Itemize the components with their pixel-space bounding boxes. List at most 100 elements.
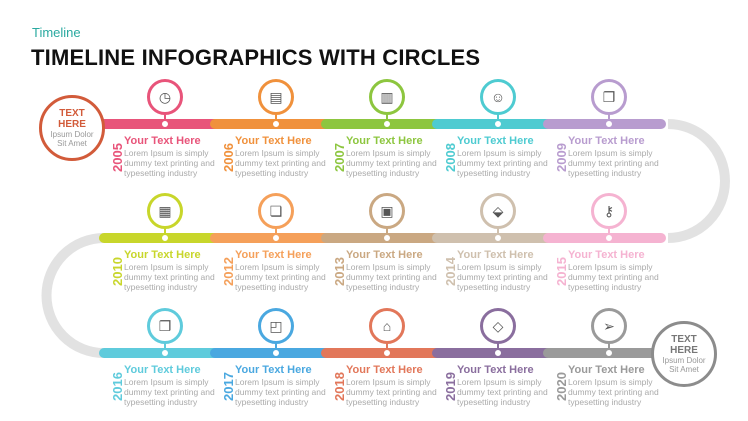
icon-glyph: ⌂ (382, 318, 392, 334)
milestone-description: Lorem Ipsum is simply dummy text printin… (457, 262, 548, 292)
paper-plane-icon: ➢ (591, 308, 627, 344)
start-title-2: HERE (58, 119, 86, 130)
milestone-year: 2017 (221, 372, 236, 401)
start-title-1: TEXT (59, 108, 85, 119)
milestone-year: 2015 (554, 257, 569, 286)
milestone-description: Lorem Ipsum is simply dummy text printin… (457, 377, 548, 407)
end-title-2: HERE (670, 345, 698, 356)
milestone-description: Lorem Ipsum is simply dummy text printin… (346, 148, 437, 178)
milestone-dot (271, 233, 281, 243)
icon-glyph: ❐ (602, 88, 616, 105)
milestone-description: Lorem Ipsum is simply dummy text printin… (457, 148, 548, 178)
bar-chart-icon: ▥ (369, 79, 405, 115)
end-title-1: TEXT (671, 334, 697, 345)
milestone-description: Lorem Ipsum is simply dummy text printin… (124, 148, 215, 178)
milestone-dot (271, 348, 281, 358)
milestone-heading: Your Text Here (346, 364, 423, 376)
start-sub-1: Ipsum Dolor (50, 130, 94, 139)
icon-glyph: ▤ (269, 88, 283, 105)
milestone-heading: Your Text Here (235, 249, 312, 261)
map-icon: ▦ (147, 193, 183, 229)
milestone-year: 2007 (332, 143, 347, 172)
milestone-year: 2013 (332, 257, 347, 286)
slide-title: TIMELINE INFOGRAPHICS WITH CIRCLES (31, 45, 481, 70)
milestone-dot (493, 233, 503, 243)
icon-glyph: ⚷ (603, 202, 615, 219)
milestone-dot (493, 119, 503, 129)
milestone-description: Lorem Ipsum is simply dummy text printin… (235, 262, 326, 292)
milestone-dot (160, 119, 170, 129)
icon-glyph: ❏ (269, 202, 283, 219)
gallery-icon: ▣ (369, 193, 405, 229)
icon-glyph: ☺ (490, 89, 506, 105)
milestone-dot (604, 233, 614, 243)
tags-icon: ⬙ (480, 193, 516, 229)
milestone-description: Lorem Ipsum is simply dummy text printin… (346, 262, 437, 292)
milestone-year: 2005 (110, 143, 125, 172)
milestone-dot (382, 233, 392, 243)
milestone-heading: Your Text Here (457, 135, 534, 147)
key-icon: ⚷ (591, 193, 627, 229)
end-sub-2: Sit Amet (669, 365, 699, 374)
milestone-description: Lorem Ipsum is simply dummy text printin… (124, 262, 215, 292)
icon-glyph: ◰ (269, 317, 283, 334)
milestone-dot (604, 119, 614, 129)
bank-icon: ⌂ (369, 308, 405, 344)
milestone-heading: Your Text Here (235, 135, 312, 147)
milestone-year: 2012 (221, 257, 236, 286)
milestone-heading: Your Text Here (346, 135, 423, 147)
milestone-heading: Your Text Here (346, 249, 423, 261)
milestone-dot (493, 348, 503, 358)
milestone-year: 2019 (443, 372, 458, 401)
diamond-icon: ◇ (480, 308, 516, 344)
milestone-heading: Your Text Here (235, 364, 312, 376)
track-curve-left (41, 233, 105, 358)
milestone-description: Lorem Ipsum is simply dummy text printin… (568, 148, 659, 178)
milestone-heading: Your Text Here (124, 135, 201, 147)
milestone-year: 2014 (443, 257, 458, 286)
start-sub-2: Sit Amet (57, 139, 87, 148)
icon-glyph: ▥ (380, 88, 394, 105)
milestone-year: 2006 (221, 143, 236, 172)
icon-glyph: ⬙ (492, 202, 504, 219)
copy-icon: ❐ (147, 308, 183, 344)
briefcase-icon: ◰ (258, 308, 294, 344)
icon-glyph: ▦ (158, 202, 172, 219)
milestone-year: 2018 (332, 372, 347, 401)
milestone-year: 2016 (110, 372, 125, 401)
end-circle: TEXT HERE Ipsum Dolor Sit Amet (651, 321, 717, 387)
icon-glyph: ❐ (158, 317, 172, 334)
milestone-heading: Your Text Here (124, 364, 201, 376)
document-icon: ▤ (258, 79, 294, 115)
end-sub-1: Ipsum Dolor (662, 356, 706, 365)
icon-glyph: ➢ (603, 317, 615, 334)
milestone-year: 2008 (443, 143, 458, 172)
icon-glyph: ▣ (380, 202, 394, 219)
icon-glyph: ◇ (492, 317, 504, 334)
milestone-description: Lorem Ipsum is simply dummy text printin… (568, 377, 659, 407)
milestone-dot (604, 348, 614, 358)
milestone-heading: Your Text Here (568, 249, 645, 261)
milestone-dot (160, 233, 170, 243)
milestone-dot (271, 119, 281, 129)
start-circle: TEXT HERE Ipsum Dolor Sit Amet (39, 95, 105, 161)
files-icon: ❐ (591, 79, 627, 115)
milestone-description: Lorem Ipsum is simply dummy text printin… (346, 377, 437, 407)
milestone-dot (382, 119, 392, 129)
milestone-heading: Your Text Here (124, 249, 201, 261)
milestone-dot (160, 348, 170, 358)
milestone-year: 2020 (554, 372, 569, 401)
users-icon: ☺ (480, 79, 516, 115)
milestone-description: Lorem Ipsum is simply dummy text printin… (124, 377, 215, 407)
icon-glyph: ◷ (158, 88, 172, 105)
milestone-dot (382, 348, 392, 358)
milestone-year: 2009 (554, 143, 569, 172)
milestone-heading: Your Text Here (568, 135, 645, 147)
track-curve-right (667, 119, 730, 243)
milestone-description: Lorem Ipsum is simply dummy text printin… (235, 377, 326, 407)
milestone-heading: Your Text Here (568, 364, 645, 376)
milestone-description: Lorem Ipsum is simply dummy text printin… (568, 262, 659, 292)
clock-icon: ◷ (147, 79, 183, 115)
milestone-year: 2010 (110, 257, 125, 286)
